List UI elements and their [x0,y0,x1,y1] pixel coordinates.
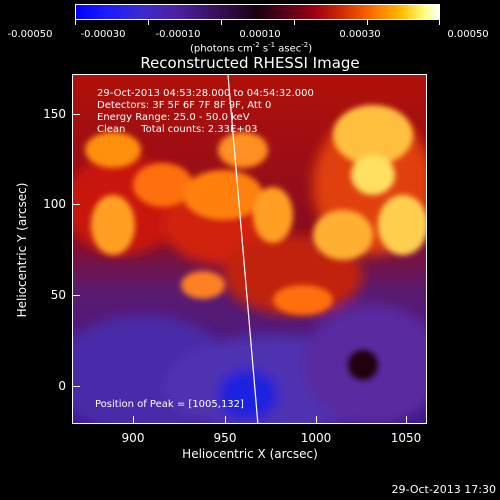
info-time-range: 29-Oct-2013 04:53:28.000 to 04:54:32.000 [97,88,314,99]
colorbar-tick-mark [294,20,295,25]
info-detectors: Detectors: 3F 5F 6F 7F 8F 9F, Att 0 [97,100,272,111]
colorbar-tick-label: -0.00010 [155,29,201,40]
colorbar-tick-label: -0.00030 [80,29,126,40]
y-tick-label: 0 [58,379,66,393]
y-tick-label: 150 [43,107,66,121]
solar-limb-line [227,75,259,423]
y-axis-label: Heliocentric Y (arcsec) [15,182,29,318]
colorbar-tick-mark [439,20,440,25]
colorbar-tick-mark [221,20,222,25]
info-total-counts: Clean Total counts: 2.33E+03 [97,124,258,135]
colorbar-tick-label: 0.00050 [447,29,489,40]
colorbar-units: (photons cm-2 s-1 asec-2) [190,41,313,55]
x-tick-label: 900 [121,431,145,445]
x-axis-label: Heliocentric X (arcsec) [182,447,318,461]
x-tick-mark [406,416,407,424]
colorbar [75,4,440,20]
colorbar-tick-label: 0.00030 [339,29,381,40]
timestamp: 29-Oct-2013 17:30 [391,483,496,496]
colorbar-tick-mark [367,20,368,25]
x-tick-label: 1000 [300,431,332,445]
colorbar-tick-label: -0.00050 [7,29,53,40]
peak-position: Position of Peak = [1005,132] [95,399,244,410]
x-tick-label: 950 [213,431,237,445]
x-tick-mark [225,416,226,424]
x-tick-mark [133,416,134,424]
y-tick-mark [72,114,80,115]
image-heatmap [73,75,426,423]
rhessi-image: 29-Oct-2013 04:53:28.000 to 04:54:32.000… [72,74,427,424]
colorbar-tick-mark [75,20,76,25]
y-tick-label: 100 [43,197,66,211]
colorbar-tick-label: 0.00010 [239,29,281,40]
info-energy-range: Energy Range: 25.0 - 50.0 keV [97,112,250,123]
y-tick-mark [72,204,80,205]
y-tick-mark [72,295,80,296]
x-tick-mark [316,416,317,424]
plot-title: Reconstructed RHESSI Image [140,54,360,72]
colorbar-tick-mark [148,20,149,25]
y-tick-mark [72,386,80,387]
y-tick-label: 50 [50,288,66,302]
x-tick-label: 1050 [390,431,422,445]
